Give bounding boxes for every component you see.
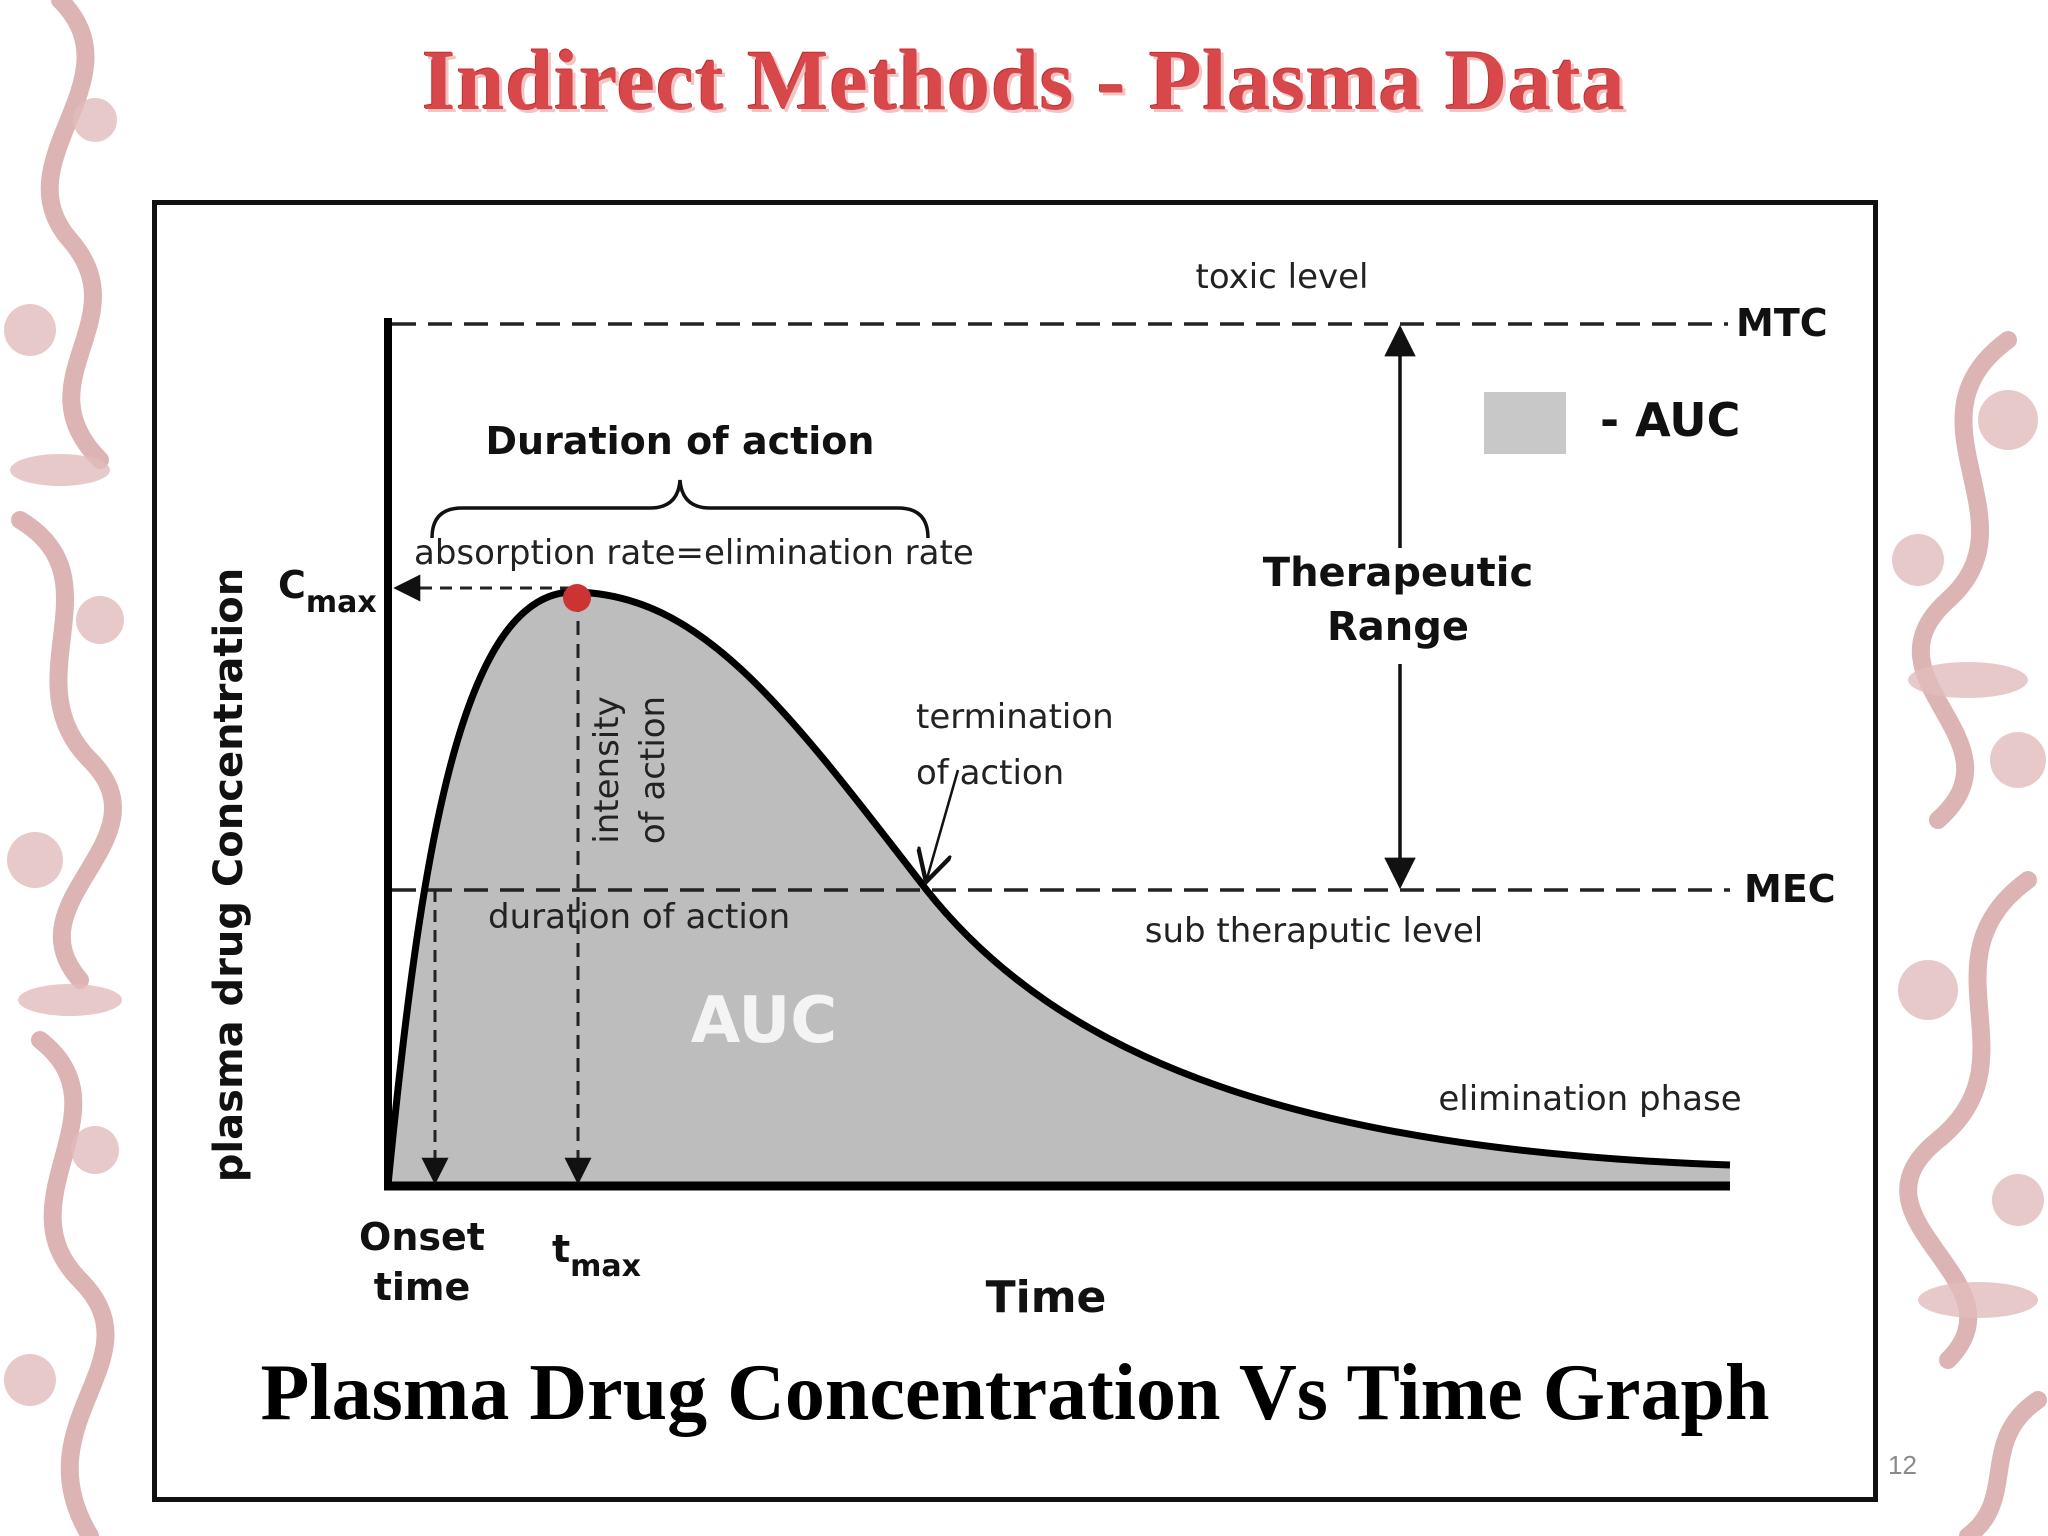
termination-label-line1: termination: [916, 697, 1114, 737]
sub-therapeutic-label: sub theraputic level: [1145, 911, 1484, 951]
auc-area: [388, 591, 1730, 1185]
right-floral-ornament: [1892, 331, 2047, 1536]
left-floral-ornament: [4, 0, 124, 1536]
mtc-label: MTC: [1736, 301, 1828, 345]
peak-point: [563, 584, 591, 612]
elimination-phase-label: elimination phase: [1438, 1079, 1741, 1119]
intensity-label-line1: intensity: [587, 696, 627, 843]
concentration-curve: [384, 588, 1731, 1186]
y-axis-label: plasma drug Concentration: [206, 568, 252, 1182]
toxic-level-label: toxic level: [1195, 257, 1368, 297]
x-axis-label: Time: [986, 1272, 1107, 1323]
absorption-elimination-label: absorption rate=elimination rate: [414, 533, 974, 573]
duration-lower-label: duration of action: [488, 897, 790, 937]
onset-time-label-line1: Onset: [359, 1215, 485, 1259]
cmax-label: Cmax: [278, 563, 377, 620]
duration-of-action-title: Duration of action: [486, 419, 875, 463]
onset-time-label-line2: time: [374, 1265, 471, 1309]
therapeutic-range-line2: Range: [1327, 604, 1469, 650]
duration-brace: [430, 479, 930, 539]
intensity-label-line2: of action: [633, 696, 673, 844]
termination-pointer: [926, 769, 960, 882]
legend-auc-swatch: [1484, 392, 1566, 454]
slide-title: Indirect Methods - Plasma Data: [422, 32, 1626, 128]
mec-label: MEC: [1744, 867, 1836, 911]
tmax-label: tmax: [552, 1227, 641, 1284]
slide-caption: Plasma Drug Concentration Vs Time Graph: [260, 1349, 1770, 1437]
slide-number: 12: [1888, 1450, 1917, 1480]
termination-label-line2: of action: [916, 753, 1064, 793]
legend-auc-label: - AUC: [1600, 393, 1740, 447]
auc-area-label: AUC: [691, 984, 838, 1058]
therapeutic-range-line1: Therapeutic: [1263, 550, 1533, 596]
